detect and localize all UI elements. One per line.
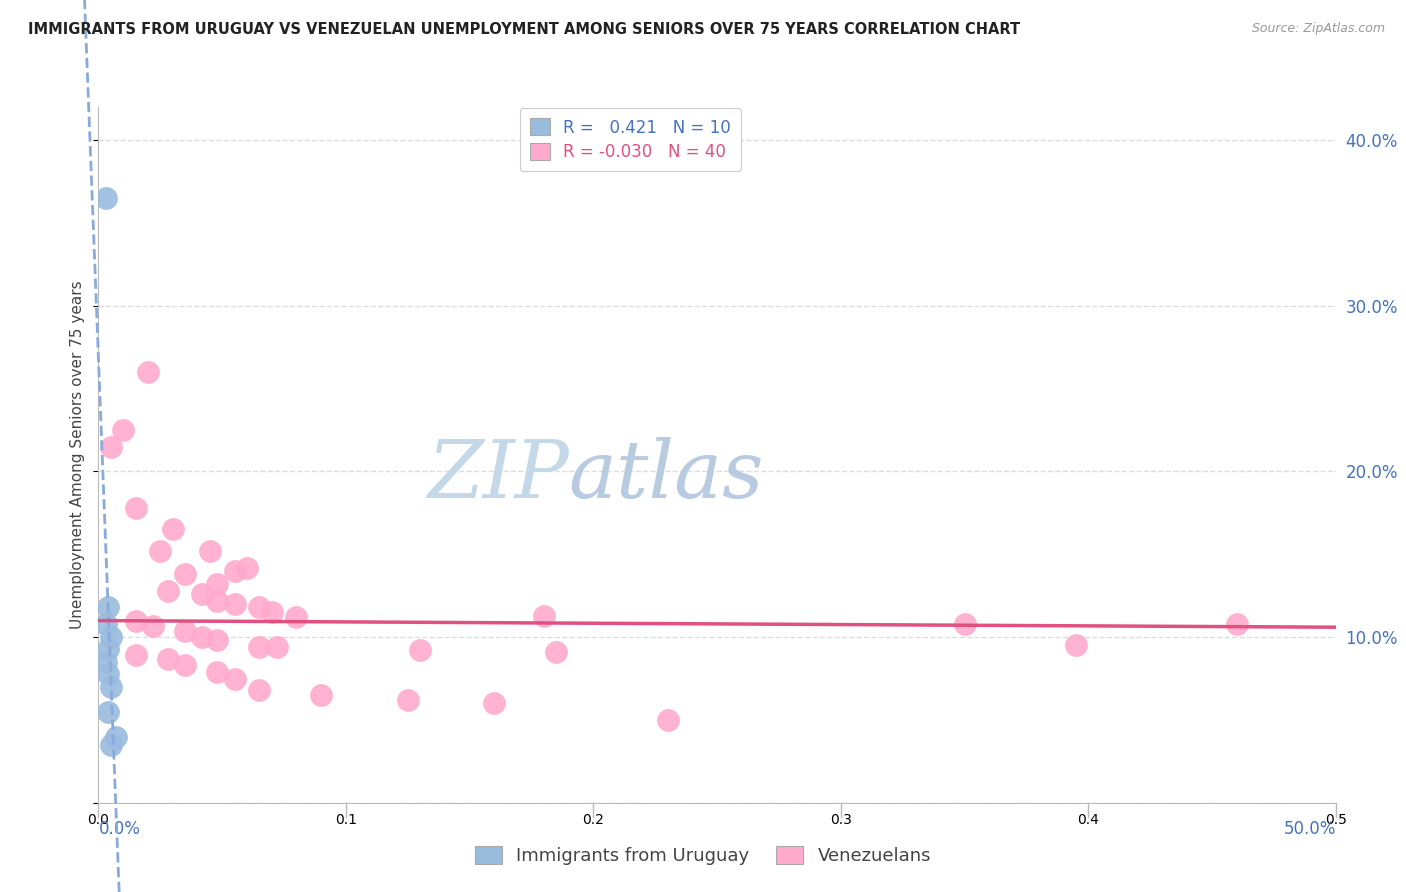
Point — [156, 651, 179, 665]
Point — [156, 583, 179, 598]
Point — [136, 365, 159, 379]
Point — [94, 616, 117, 631]
Point — [174, 658, 197, 673]
Point — [247, 640, 270, 654]
Point — [100, 738, 122, 752]
Point — [953, 616, 976, 631]
Point — [205, 633, 228, 648]
Point — [236, 560, 259, 574]
Point — [247, 600, 270, 615]
Text: 50.0%: 50.0% — [1284, 821, 1336, 838]
Point — [266, 640, 288, 654]
Legend: Immigrants from Uruguay, Venezuelans: Immigrants from Uruguay, Venezuelans — [465, 837, 941, 874]
Point — [247, 683, 270, 698]
Point — [285, 610, 308, 624]
Text: Source: ZipAtlas.com: Source: ZipAtlas.com — [1251, 22, 1385, 36]
Point — [1226, 616, 1249, 631]
Point — [224, 597, 246, 611]
Point — [97, 666, 120, 681]
Point — [97, 705, 120, 719]
Point — [174, 567, 197, 582]
Point — [260, 605, 283, 619]
Point — [205, 593, 228, 607]
Point — [97, 600, 120, 615]
Point — [396, 693, 419, 707]
Point — [174, 624, 197, 638]
Point — [198, 544, 221, 558]
Point — [1064, 639, 1087, 653]
Point — [100, 630, 122, 644]
Point — [484, 697, 506, 711]
Text: IMMIGRANTS FROM URUGUAY VS VENEZUELAN UNEMPLOYMENT AMONG SENIORS OVER 75 YEARS C: IMMIGRANTS FROM URUGUAY VS VENEZUELAN UN… — [28, 22, 1021, 37]
Point — [546, 645, 568, 659]
Text: ZIP: ZIP — [427, 437, 568, 515]
Point — [162, 523, 184, 537]
Point — [100, 440, 122, 454]
Point — [657, 713, 679, 727]
Point — [124, 614, 146, 628]
Point — [97, 641, 120, 656]
Y-axis label: Unemployment Among Seniors over 75 years: Unemployment Among Seniors over 75 years — [70, 281, 86, 629]
Point — [100, 680, 122, 694]
Point — [112, 423, 135, 437]
Text: 0.0%: 0.0% — [98, 821, 141, 838]
Point — [124, 648, 146, 663]
Point — [191, 587, 214, 601]
Point — [309, 688, 332, 702]
Point — [94, 655, 117, 669]
Point — [124, 500, 146, 515]
Text: atlas: atlas — [568, 437, 763, 515]
Point — [142, 618, 165, 632]
Point — [224, 564, 246, 578]
Point — [205, 577, 228, 591]
Legend: R =   0.421   N = 10, R = -0.030   N = 40: R = 0.421 N = 10, R = -0.030 N = 40 — [520, 109, 741, 171]
Point — [409, 643, 432, 657]
Point — [94, 191, 117, 205]
Point — [149, 544, 172, 558]
Point — [205, 665, 228, 679]
Point — [224, 672, 246, 686]
Point — [104, 730, 127, 744]
Point — [533, 608, 555, 623]
Point — [191, 630, 214, 644]
